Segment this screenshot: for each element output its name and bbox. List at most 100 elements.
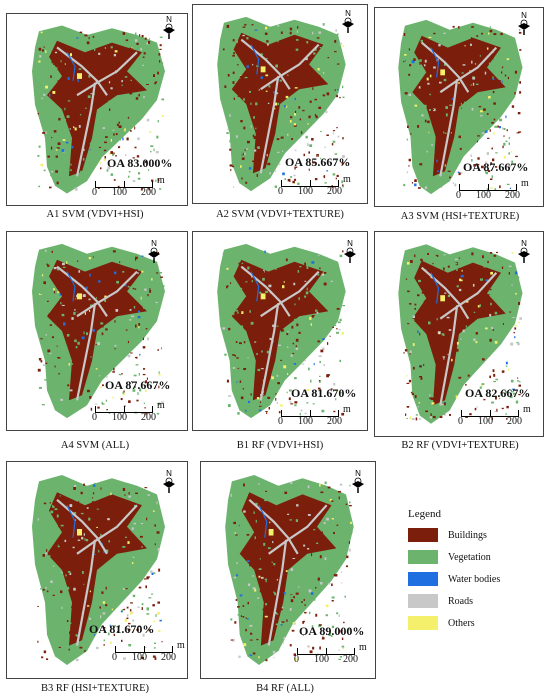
svg-text:N: N [355, 469, 361, 478]
classification-map-a4 [32, 243, 165, 419]
legend-swatch-vegetation [408, 550, 438, 564]
legend-label: Vegetation [448, 551, 491, 563]
classification-map-b3 [32, 475, 165, 665]
scale-bar-line [461, 410, 519, 417]
svg-text:N: N [345, 9, 351, 18]
scale-tick-0: 0 [458, 416, 463, 427]
scale-tick-0: 0 [92, 412, 97, 423]
classification-map-a1 [32, 25, 165, 194]
map-panel-a2: N OA 85.667% m 0 100 200 [192, 4, 368, 204]
map-panel-a1: N OA 83.000% m 0 100 200 [6, 13, 188, 206]
scale-unit: m [523, 404, 531, 415]
scale-tick-200: 200 [141, 187, 156, 198]
scale-unit: m [521, 178, 529, 189]
oa-value-b1: OA 81.670% [291, 386, 357, 400]
caption-b1: B1 RF (VDVI+HSI) [236, 440, 324, 451]
north-arrow-icon: N [517, 238, 531, 264]
caption-b3: B3 RF (HSI+TEXTURE) [40, 683, 149, 694]
oa-value-a1: OA 83.000% [107, 156, 173, 170]
map-panel-b1: N OA 81.670% m 0 100 200 [192, 231, 368, 431]
legend: Legend Buildings Vegetation Water bodies… [408, 508, 538, 632]
north-arrow-icon: N [351, 468, 365, 494]
oa-value-b4: OA 89.000% [299, 624, 365, 638]
svg-text:N: N [347, 239, 353, 248]
scale-tick-100: 100 [112, 187, 127, 198]
map-panel-a3: N OA 87.667% m 0 100 200 [374, 7, 544, 207]
scale-bar-line [281, 410, 339, 417]
oa-value-a3: OA 87.667% [463, 160, 529, 174]
legend-item-others: Others [408, 614, 538, 632]
classification-map-a3 [398, 19, 523, 195]
caption-b2: B2 RF (VDVI+TEXTURE) [401, 440, 519, 451]
north-arrow-icon: N [162, 468, 176, 494]
legend-label: Buildings [448, 529, 487, 541]
scale-unit: m [359, 642, 367, 653]
caption-b4: B4 RF (ALL) [256, 683, 314, 694]
legend-label: Roads [448, 595, 473, 607]
legend-item-roads: Roads [408, 592, 538, 610]
scale-tick-100: 100 [132, 652, 147, 663]
scale-unit: m [343, 174, 351, 185]
oa-value-a4: OA 87.667% [105, 378, 171, 392]
scale-tick-0: 0 [278, 416, 283, 427]
map-panel-a4: N OA 87.667% m 0 100 200 [6, 231, 188, 431]
scale-tick-200: 200 [141, 412, 156, 423]
legend-swatch-buildings [408, 528, 438, 542]
scale-tick-100: 100 [298, 186, 313, 197]
legend-item-vegetation: Vegetation [408, 548, 538, 566]
oa-value-b3: OA 81.670% [89, 622, 155, 636]
svg-text:N: N [521, 239, 527, 248]
scale-tick-0: 0 [278, 186, 283, 197]
scale-tick-0: 0 [294, 654, 299, 665]
legend-title: Legend [408, 508, 441, 520]
scale-bar-line [297, 648, 355, 655]
scale-tick-200: 200 [327, 186, 342, 197]
scale-tick-0: 0 [456, 190, 461, 201]
legend-item-water-bodies: Water bodies [408, 570, 538, 588]
north-arrow-icon: N [147, 238, 161, 264]
north-arrow-icon: N [341, 8, 355, 34]
legend-swatch-water-bodies [408, 572, 438, 586]
caption-a2: A2 SVM (VDVI+TEXTURE) [216, 209, 344, 220]
scale-tick-100: 100 [314, 654, 329, 665]
classification-map-b1 [217, 243, 346, 419]
scale-tick-0: 0 [112, 652, 117, 663]
map-panel-b2: N OA 82.667% m 0 100 200 [374, 231, 544, 437]
scale-tick-100: 100 [112, 412, 127, 423]
scale-tick-100: 100 [476, 190, 491, 201]
legend-label: Water bodies [448, 573, 501, 585]
legend-swatch-others [408, 616, 438, 630]
classification-map-b4 [225, 475, 354, 665]
scale-tick-200: 200 [343, 654, 358, 665]
map-panel-b3: N OA 81.670% m 0 100 200 [6, 461, 188, 679]
svg-text:N: N [521, 11, 527, 20]
scale-tick-100: 100 [298, 416, 313, 427]
scale-tick-200: 200 [507, 416, 522, 427]
scale-tick-100: 100 [478, 416, 493, 427]
scale-tick-200: 200 [327, 416, 342, 427]
classification-map-b2 [398, 244, 523, 424]
scale-tick-0: 0 [92, 187, 97, 198]
scale-unit: m [157, 175, 165, 186]
scale-bar-line [95, 181, 153, 188]
scale-bar-line [115, 646, 173, 653]
scale-bar-line [281, 180, 339, 187]
oa-value-a2: OA 85.667% [285, 155, 351, 169]
scale-unit: m [343, 404, 351, 415]
legend-item-buildings: Buildings [408, 526, 538, 544]
north-arrow-icon: N [343, 238, 357, 264]
caption-a1: A1 SVM (VDVI+HSI) [46, 209, 144, 220]
map-panel-b4: N OA 89.000% m 0 100 200 [200, 461, 376, 679]
north-arrow-icon: N [517, 10, 531, 36]
scale-bar-line [95, 406, 153, 413]
svg-text:N: N [151, 239, 157, 248]
scale-unit: m [177, 640, 185, 651]
scale-tick-200: 200 [505, 190, 520, 201]
scale-bar-line [459, 184, 517, 191]
oa-value-b2: OA 82.667% [465, 386, 531, 400]
classification-map-a2 [217, 16, 346, 192]
legend-swatch-roads [408, 594, 438, 608]
svg-text:N: N [166, 469, 172, 478]
svg-text:N: N [166, 15, 172, 24]
north-arrow-icon: N [162, 14, 176, 40]
